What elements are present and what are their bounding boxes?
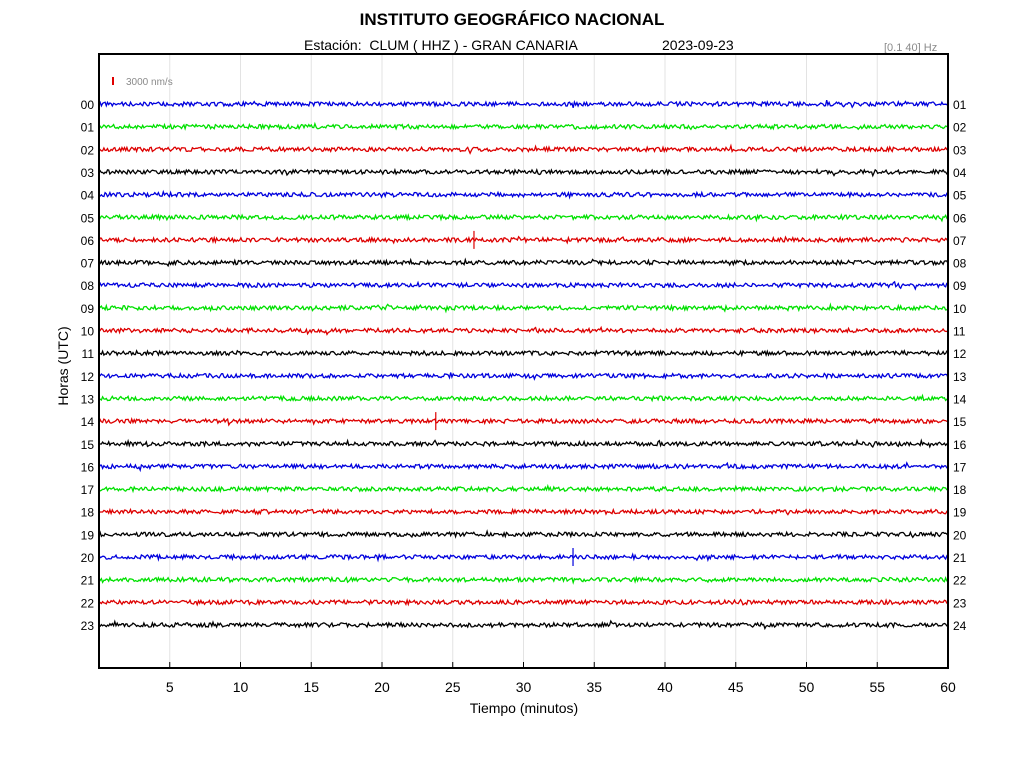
left-hour-label: 02 <box>81 143 95 157</box>
x-tick-label: 20 <box>374 679 390 695</box>
date-label: 2023-09-23 <box>662 37 734 53</box>
left-hour-label: 03 <box>81 166 95 180</box>
left-hour-label: 23 <box>81 619 95 633</box>
trace-hour-19 <box>98 529 949 539</box>
trace-hour-04 <box>98 189 949 200</box>
left-hour-label: 10 <box>81 325 95 339</box>
left-hour-label: 04 <box>81 189 95 203</box>
x-tick-label: 55 <box>869 679 885 695</box>
left-hour-label: 19 <box>81 528 95 542</box>
right-hour-label: 01 <box>953 98 967 112</box>
right-hour-label: 22 <box>953 574 967 588</box>
left-hour-label: 20 <box>81 551 95 565</box>
x-tick-label: 60 <box>940 679 956 695</box>
right-hour-label: 02 <box>953 121 967 135</box>
trace-hour-06 <box>98 235 949 245</box>
right-hour-label: 06 <box>953 211 967 225</box>
right-hour-label: 15 <box>953 415 967 429</box>
right-hour-label: 03 <box>953 143 967 157</box>
chart-title: INSTITUTO GEOGRÁFICO NACIONAL <box>359 10 665 29</box>
trace-hour-10 <box>98 325 949 336</box>
left-hour-label: 14 <box>81 415 95 429</box>
right-hour-label: 24 <box>953 619 967 633</box>
filter-band-label: [0.1 40] Hz <box>884 42 938 54</box>
right-hour-label: 09 <box>953 279 967 293</box>
trace-hour-12 <box>98 372 949 381</box>
trace-hour-08 <box>98 280 949 291</box>
plot-frame <box>98 53 949 669</box>
right-hour-label: 10 <box>953 302 967 316</box>
left-hour-label: 13 <box>81 392 95 406</box>
trace-hour-15 <box>98 438 949 449</box>
trace-hour-14 <box>98 416 949 427</box>
left-hour-label: 09 <box>81 302 95 316</box>
trace-hour-11 <box>98 349 949 358</box>
x-tick-label: 15 <box>303 679 319 695</box>
y-axis-label: Horas (UTC) <box>55 326 71 406</box>
x-tick-label: 5 <box>166 679 174 695</box>
left-hour-label: 00 <box>81 98 95 112</box>
left-hour-label: 06 <box>81 234 95 248</box>
trace-hour-05 <box>98 213 949 223</box>
left-hour-label: 11 <box>82 347 95 361</box>
right-hour-label: 12 <box>953 347 967 361</box>
scale-bar <box>112 77 114 85</box>
x-tick-label: 10 <box>233 679 249 695</box>
x-tick-label: 50 <box>799 679 815 695</box>
right-hour-label: 04 <box>953 166 967 180</box>
right-hour-label: 20 <box>953 528 967 542</box>
right-hour-label: 19 <box>953 506 967 520</box>
left-hour-label: 22 <box>81 596 95 610</box>
left-hour-label: 01 <box>81 121 95 135</box>
trace-hour-00 <box>98 99 949 109</box>
right-hour-label: 05 <box>953 189 967 203</box>
right-hour-label: 21 <box>953 551 967 565</box>
trace-hour-18 <box>98 507 949 516</box>
trace-hour-09 <box>98 302 949 314</box>
trace-hour-07 <box>98 257 949 268</box>
station-label: Estación: CLUM ( HHZ ) - GRAN CANARIA <box>304 37 578 53</box>
left-hour-label: 12 <box>81 370 95 384</box>
right-hour-label: 16 <box>953 438 967 452</box>
trace-hour-01 <box>98 121 949 131</box>
right-hour-label: 08 <box>953 257 967 271</box>
trace-hour-23 <box>99 619 949 631</box>
right-hour-label: 14 <box>953 392 967 406</box>
left-hour-label: 07 <box>81 257 95 271</box>
x-tick-label: 35 <box>586 679 602 695</box>
scale-bar-label: 3000 nm/s <box>126 77 173 88</box>
trace-hour-02 <box>98 143 949 155</box>
right-hour-label: 23 <box>953 596 967 610</box>
x-tick-label: 40 <box>657 679 673 695</box>
x-axis-label: Tiempo (minutos) <box>469 700 579 716</box>
left-hour-label: 16 <box>81 460 95 474</box>
trace-hour-22 <box>98 598 949 607</box>
trace-hour-20 <box>98 552 949 563</box>
left-hour-label: 21 <box>81 574 95 588</box>
left-hour-label: 08 <box>81 279 95 293</box>
left-hour-label: 05 <box>81 211 95 225</box>
x-tick-label: 30 <box>516 679 532 695</box>
right-hour-label: 07 <box>953 234 967 248</box>
right-hour-label: 13 <box>953 370 967 384</box>
left-hour-label: 17 <box>81 483 95 497</box>
trace-hour-21 <box>98 575 949 585</box>
trace-hour-13 <box>98 393 949 403</box>
left-hour-label: 18 <box>81 506 95 520</box>
trace-hour-17 <box>98 483 949 494</box>
right-hour-label: 18 <box>953 483 967 497</box>
right-hour-label: 11 <box>953 325 966 339</box>
left-hour-label: 15 <box>81 438 95 452</box>
x-tick-label: 45 <box>728 679 744 695</box>
right-hour-label: 17 <box>953 460 967 474</box>
x-tick-label: 25 <box>445 679 461 695</box>
trace-hour-16 <box>98 461 949 473</box>
trace-hour-03 <box>98 167 949 178</box>
